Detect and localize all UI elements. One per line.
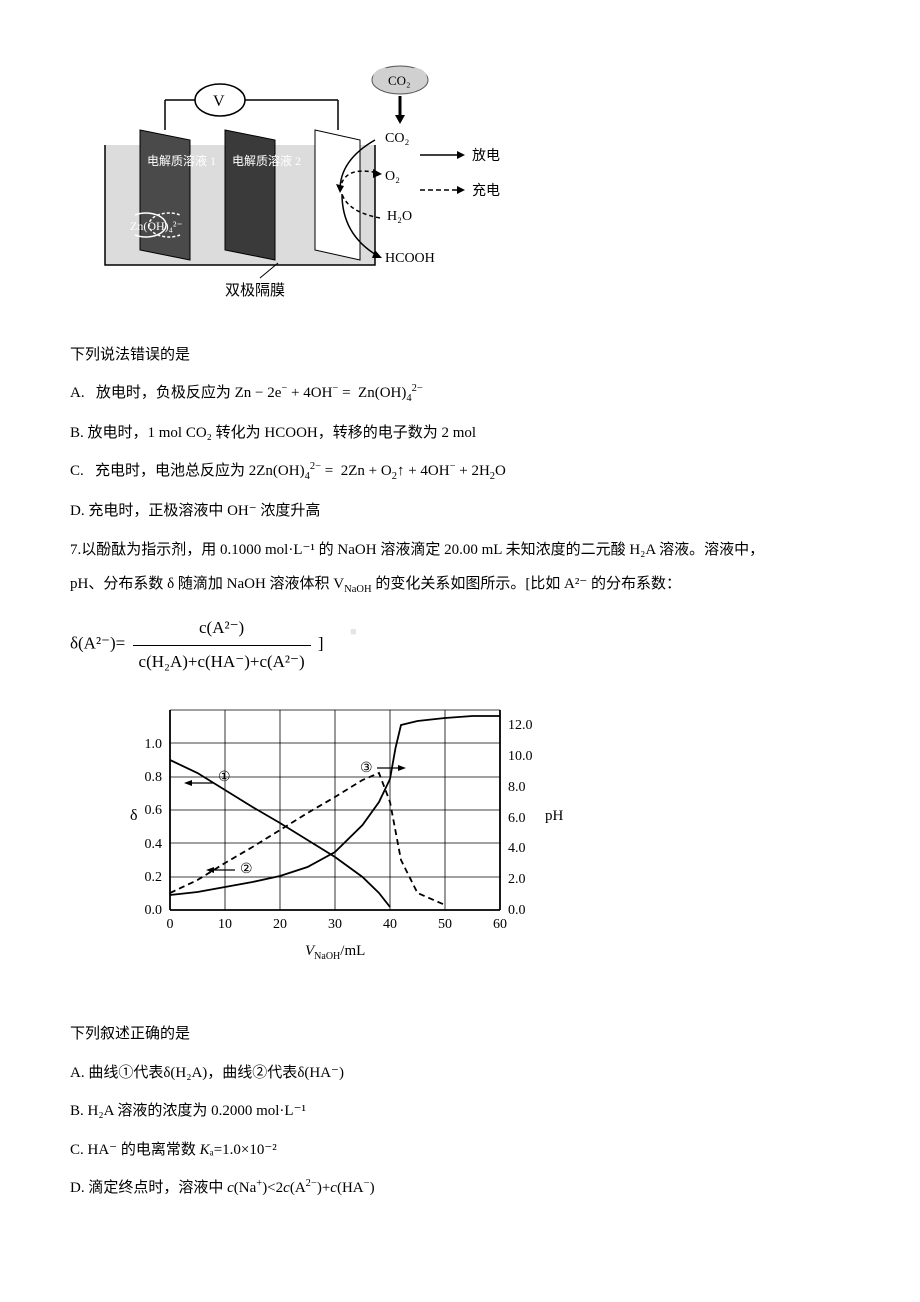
formula-num: c(A²⁻) [133,612,311,645]
svg-text:0.2: 0.2 [145,870,163,885]
q7-option-d: D. 滴定终点时，溶液中 c(Na+)<2c(A2−)+c(HA−) [70,1174,850,1203]
electrode-left-label: 电解质溶液 1 [147,153,216,168]
svg-text:10: 10 [218,917,232,932]
svg-text:8.0: 8.0 [508,780,526,795]
voltmeter-label: V [213,93,225,110]
q7a-pre: A. 曲线①代表 [70,1065,163,1081]
q7-option-b: B. H₂A 溶液的浓度为 0.2000 mol·L⁻¹ [70,1097,850,1126]
q7-option-c: C. HA⁻ 的电离常数 Kₐ=1.0×10⁻² [70,1136,850,1165]
svg-text:20: 20 [273,917,287,932]
svg-text:2.0: 2.0 [508,872,526,887]
curve2-label: ② [240,862,253,877]
q7-line2: pH、分布系数 δ 随滴加 NaOH 溶液体积 VNaOH 的变化关系如图所示。… [70,570,850,600]
q7a-f1: δ(H₂A) [163,1065,207,1081]
y-right-label: pH [545,808,564,824]
charge-label: 充电 [472,183,500,199]
membrane-label: 双极隔膜 [225,282,285,299]
svg-text:30: 30 [328,917,342,932]
h2o-label: H₂O [387,209,412,224]
q7a-f2: δ(HA⁻) [297,1065,344,1081]
watermark-icon: ■ [350,622,357,643]
svg-text:40: 40 [383,917,397,932]
x-label: VNaOH/mL [305,943,365,962]
formula-lhs: δ(A²⁻)= [70,634,125,653]
svg-text:0.0: 0.0 [508,903,526,918]
battery-diagram: 电解质溶液 1 Zn(OH)₄²⁻ 电解质溶液 2 双极隔膜 V CO₂ CO₂… [80,60,850,331]
q7c-pre: C. HA⁻ 的电离常数 [70,1142,200,1158]
q7a-mid: ，曲线②代表 [207,1065,297,1081]
formula-close: ] [318,634,324,653]
svg-text:1.0: 1.0 [145,737,163,752]
svg-text:0.8: 0.8 [145,770,163,785]
co2-label: CO₂ [385,131,409,146]
discharge-label: 放电 [472,148,500,164]
svg-text:60: 60 [493,917,507,932]
svg-text:0.4: 0.4 [145,837,163,852]
q7c-k: K [200,1142,210,1158]
hcooh-label: HCOOH [385,251,435,266]
q7-prompt: 下列叙述正确的是 [70,1020,850,1049]
svg-text:10.0: 10.0 [508,749,533,764]
q7-option-a: A. 曲线①代表δ(H₂A)，曲线②代表δ(HA⁻) [70,1059,850,1088]
svg-text:50: 50 [438,917,452,932]
co2-cloud-icon: CO₂ [372,66,428,94]
q7-line1: 7.以酚酞为指示剂，用 0.1000 mol·L⁻¹ 的 NaOH 溶液滴定 2… [70,536,850,565]
zinc-species: Zn(OH)₄²⁻ [130,219,183,233]
q7d-pre: D. 滴定终点时，溶液中 [70,1180,227,1196]
q6-prompt: 下列说法错误的是 [70,341,850,370]
q6-option-b: B. 放电时，1 mol CO₂ 转化为 HCOOH，转移的电子数为 2 mol [70,419,850,448]
q6-option-d: D. 充电时，正极溶液中 OH⁻ 浓度升高 [70,497,850,526]
opt-c-text: C. 充电时，电池总反应为 2Zn(OH)42− = 2Zn + O2↑ + 4… [70,463,506,479]
q7-formula: ■ δ(A²⁻)= c(A²⁻) c(H₂A)+c(HA⁻)+c(A²⁻) ] [70,612,850,678]
formula-den: c(H₂A)+c(HA⁻)+c(A²⁻) [133,646,311,678]
titration-chart: ① ② ③ 0 10 20 30 40 50 60 0.0 0.2 0.4 0.6 0.8 1.0… [110,690,850,1011]
q7-t2a: pH、分布系数 δ 随滴加 NaOH 溶液体积 V [70,576,344,592]
y-left-label: δ [130,807,138,824]
o2-label: O₂ [385,169,400,184]
curve3-label: ③ [360,761,373,776]
svg-text:4.0: 4.0 [508,841,526,856]
svg-text:0.6: 0.6 [145,803,163,818]
electrode-mid-label: 电解质溶液 2 [232,153,301,168]
svg-text:6.0: 6.0 [508,811,526,826]
q6-option-c: C. 充电时，电池总反应为 2Zn(OH)42− = 2Zn + O2↑ + 4… [70,457,850,487]
svg-text:0: 0 [167,917,174,932]
curve1-label: ① [218,770,231,785]
q6-option-a: A. 放电时，负极反应为 Zn − 2e− + 4OH− = Zn(OH)42− [70,379,850,409]
q7-t2b: 的变化关系如图所示。[比如 A²⁻ 的分布系数： [372,576,682,592]
svg-text:12.0: 12.0 [508,718,533,733]
q7c-post: ₐ=1.0×10⁻² [210,1142,277,1158]
opt-a-text: A. 放电时，负极反应为 Zn − 2e− + 4OH− = Zn(OH)42− [70,385,423,401]
svg-text:0.0: 0.0 [145,903,163,918]
cloud-label: CO₂ [388,73,411,88]
